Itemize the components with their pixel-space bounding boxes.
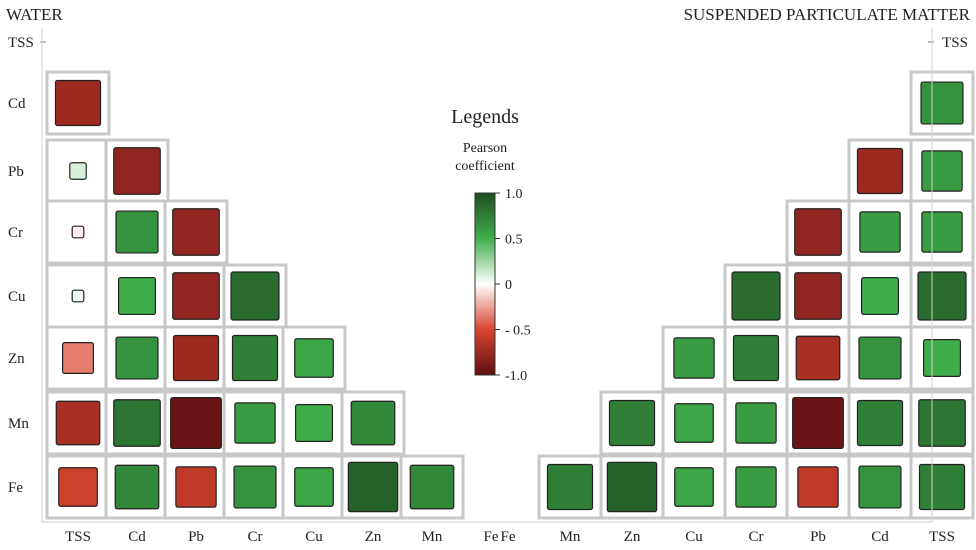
suspended-col-label-cu: Cu [685, 529, 703, 545]
legend-tick-label: 1.0 [505, 187, 523, 202]
suspended-col-label-mn: Mn [560, 529, 581, 545]
water-corr-square-zn-cu [294, 338, 334, 378]
water-corr-square-fe-cu [294, 467, 334, 507]
suspended-corr-square-mn-cr [735, 402, 777, 444]
water-corr-square-mn-cd [113, 399, 161, 447]
legend-subtitle-line2: coefficient [455, 159, 515, 174]
water-corr-square-zn-tss [62, 342, 94, 374]
water-corr-square-cu-pb [172, 272, 220, 320]
water-corr-square-cu-cr [230, 271, 280, 321]
suspended-corr-square-zn-pb [795, 335, 841, 381]
water-row-label-pb: Pb [8, 164, 24, 180]
suspended-corr-square-zn-tss [923, 339, 961, 377]
water-row-label-cd: Cd [8, 96, 26, 112]
spm-panel: TSSCdPbCrCuZnMnFeFeMnZnCuCrPbCdTSS [478, 28, 975, 545]
suspended-corr-square-fe-mn [546, 463, 594, 511]
suspended-corr-square-cr-tss [921, 211, 963, 253]
water-corr-square-cr-tss [71, 225, 85, 239]
water-row-label-tss: TSS [8, 35, 34, 51]
suspended-corr-square-mn-cd [856, 399, 904, 447]
suspended-corr-square-mn-zn [608, 399, 656, 447]
suspended-corr-square-zn-cr [732, 334, 780, 382]
water-col-label-tss: TSS [65, 529, 91, 545]
water-corr-square-mn-zn [350, 400, 396, 446]
suspended-col-label-pb: Pb [810, 529, 826, 545]
suspended-corr-square-mn-tss [918, 399, 966, 447]
water-col-label-zn: Zn [365, 529, 382, 545]
water-corr-square-zn-cr [231, 334, 279, 382]
legend: Legends Pearson coefficient 1.0 0.5 0 - 0.5… [451, 106, 531, 384]
water-corr-square-zn-cd [115, 336, 159, 380]
legend-tick-label: 0.5 [505, 233, 523, 248]
suspended-corr-square-cu-tss [917, 271, 967, 321]
water-row-label-cu: Cu [8, 289, 26, 305]
water-corr-square-mn-cu [295, 404, 333, 442]
water-corr-square-cu-cd [118, 277, 156, 315]
water-row-label-zn: Zn [8, 351, 25, 367]
suspended-corr-square-fe-zn [606, 461, 658, 513]
water-col-label-fe: Fe [484, 529, 499, 545]
suspended-col-label-cr: Cr [749, 529, 764, 545]
legend-color-bar [474, 192, 496, 376]
suspended-corr-square-cu-cd [861, 277, 899, 315]
water-corr-square-zn-pb [172, 334, 220, 382]
water-corr-square-pb-cd [113, 147, 161, 195]
water-panel-title: WATER [6, 5, 63, 24]
water-col-label-mn: Mn [422, 529, 443, 545]
water-col-label-pb: Pb [188, 529, 204, 545]
water-corr-square-fe-zn [347, 461, 399, 513]
water-corr-square-fe-cr [233, 465, 277, 509]
suspended-corr-square-cu-cr [731, 271, 781, 321]
suspended-corr-square-pb-tss [921, 150, 963, 192]
suspended-corr-square-zn-cu [673, 337, 715, 379]
water-col-label-cd: Cd [128, 529, 146, 545]
water-corr-square-fe-mn [409, 464, 455, 510]
water-corr-square-mn-pb [170, 397, 222, 449]
water-corr-square-cr-cd [115, 210, 159, 254]
water-row-label-fe: Fe [8, 480, 23, 496]
water-corr-square-mn-cr [234, 402, 276, 444]
legend-tick-label: -1.0 [505, 369, 527, 384]
suspended-corr-square-fe-cd [858, 465, 902, 509]
water-corr-square-mn-tss [55, 400, 101, 446]
water-corr-square-pb-tss [69, 162, 87, 180]
water-corr-square-fe-cd [114, 464, 160, 510]
suspended-corr-square-mn-pb [792, 397, 844, 449]
suspended-corr-square-pb-cd [856, 147, 904, 195]
water-panel: TSS Cd Pb Cr Cu Zn Mn Fe TSS Cd Pb Cr Cu Zn Mn Fe [8, 28, 520, 545]
suspended-col-label-zn: Zn [624, 529, 641, 545]
legend-subtitle-line1: Pearson [463, 141, 507, 156]
water-corr-square-fe-tss [58, 467, 98, 507]
suspended-corr-square-cd-tss [920, 81, 964, 125]
water-corr-square-fe-pb [175, 466, 217, 508]
suspended-corr-square-fe-pb [797, 466, 839, 508]
water-corr-square-cu-tss [71, 289, 85, 303]
suspended-col-label-tss: TSS [929, 529, 955, 545]
water-row-label-cr: Cr [8, 225, 23, 241]
suspended-corr-square-fe-tss [918, 463, 966, 511]
suspended-row-label-tss: TSS [942, 35, 968, 51]
suspended-corr-square-cr-cd [859, 211, 901, 253]
water-corr-square-cd-tss [54, 79, 102, 127]
water-col-label-cu: Cu [305, 529, 323, 545]
suspended-corr-square-cr-pb [794, 208, 842, 256]
legend-tick-label: - 0.5 [505, 324, 531, 339]
suspended-corr-square-zn-cd [858, 336, 902, 380]
legend-title: Legends [451, 106, 519, 128]
suspended-corr-square-cu-pb [794, 272, 842, 320]
water-row-label-mn: Mn [8, 416, 29, 432]
water-corr-square-cr-pb [172, 208, 220, 256]
spm-panel-title: SUSPENDED PARTICULATE MATTER [684, 5, 971, 24]
suspended-corr-square-mn-cu [674, 403, 714, 443]
suspended-corr-square-fe-cr [735, 466, 777, 508]
suspended-col-label-fe: Fe [501, 529, 516, 545]
water-col-label-cr: Cr [248, 529, 263, 545]
legend-tick-label: 0 [505, 278, 512, 293]
suspended-corr-square-fe-cu [674, 467, 714, 507]
suspended-col-label-cd: Cd [871, 529, 889, 545]
